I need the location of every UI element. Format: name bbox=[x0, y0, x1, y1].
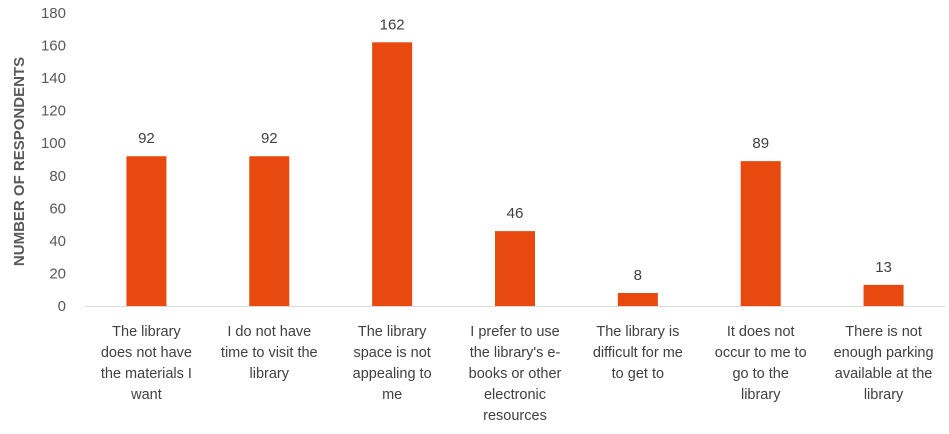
x-category-label: difficult for me bbox=[593, 345, 683, 361]
data-label: 92 bbox=[261, 130, 278, 147]
x-category-label: electronic bbox=[484, 387, 546, 403]
data-label: 8 bbox=[634, 267, 642, 284]
x-category-label: The library bbox=[112, 324, 181, 340]
bar bbox=[617, 292, 658, 306]
x-category-label: available at the bbox=[835, 366, 933, 382]
y-tick-label: 20 bbox=[49, 265, 66, 282]
x-category-label: books or other bbox=[469, 366, 562, 382]
bar bbox=[863, 284, 904, 306]
x-category-label: to get to bbox=[612, 366, 664, 382]
x-category-label: me bbox=[382, 387, 402, 403]
bar bbox=[495, 231, 535, 306]
x-category-label: The library bbox=[358, 324, 427, 340]
x-category-label: space is not bbox=[353, 345, 430, 361]
x-category-label: occur to me to bbox=[715, 345, 807, 361]
x-category-label: library bbox=[864, 387, 904, 403]
x-category-label: It does not bbox=[727, 324, 795, 340]
x-category-label: The library is bbox=[596, 324, 679, 340]
x-category-label: resources bbox=[483, 408, 547, 424]
x-category-label: time to visit the bbox=[221, 345, 318, 361]
bar bbox=[126, 156, 167, 306]
data-label: 162 bbox=[380, 16, 405, 33]
x-category-label: enough parking bbox=[834, 345, 934, 361]
y-tick-label: 100 bbox=[41, 135, 66, 152]
y-tick-label: 120 bbox=[41, 103, 66, 120]
x-category-label: go to the bbox=[732, 366, 788, 382]
y-tick-label: 80 bbox=[49, 168, 66, 185]
y-tick-label: 160 bbox=[41, 38, 66, 55]
bar bbox=[372, 42, 413, 307]
x-category-label: appealing to bbox=[353, 366, 432, 382]
x-category-label: the materials I bbox=[101, 366, 192, 382]
y-tick-label: 60 bbox=[49, 200, 66, 217]
y-tick-label: 180 bbox=[41, 5, 66, 22]
data-label: 89 bbox=[752, 135, 769, 152]
x-category-label: want bbox=[130, 387, 162, 403]
data-label: 13 bbox=[875, 259, 892, 276]
x-category-label: There is not bbox=[845, 324, 922, 340]
y-tick-label: 0 bbox=[58, 298, 66, 315]
x-category-label: does not have bbox=[101, 345, 192, 361]
data-label: 46 bbox=[507, 205, 524, 222]
x-category-label: the library's e- bbox=[470, 345, 561, 361]
x-category-label: library bbox=[250, 366, 290, 382]
y-tick-label: 140 bbox=[41, 70, 66, 87]
x-category-label: I do not have bbox=[227, 324, 311, 340]
x-category-label: I prefer to use bbox=[470, 324, 559, 340]
y-axis-title: NUMBER OF RESPONDENTS bbox=[11, 57, 28, 266]
bar bbox=[740, 161, 781, 306]
bar bbox=[249, 156, 290, 306]
x-category-label: library bbox=[741, 387, 781, 403]
data-label: 92 bbox=[138, 130, 155, 147]
y-tick-label: 40 bbox=[49, 233, 66, 250]
